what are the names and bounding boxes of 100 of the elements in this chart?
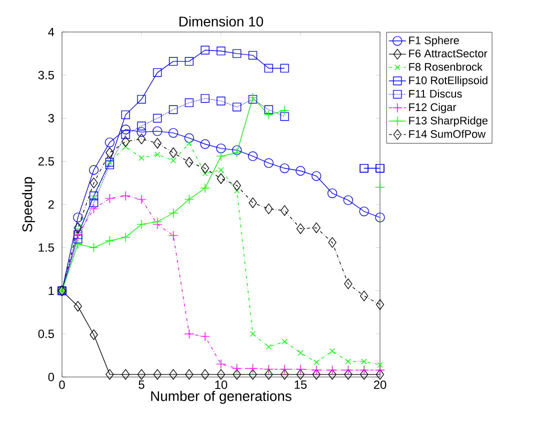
point [184, 98, 194, 108]
point [89, 192, 98, 200]
point [184, 133, 194, 143]
point [280, 369, 289, 380]
point [250, 331, 256, 337]
point [137, 369, 146, 380]
point [121, 130, 130, 139]
y-tick-label: 0.5 [38, 330, 54, 338]
legend-label: F14 SumOfPow [409, 130, 486, 138]
point [344, 369, 352, 380]
point [248, 197, 257, 208]
point [138, 155, 144, 161]
point [312, 171, 322, 181]
y-tick-label: 2.5 [38, 157, 54, 166]
point [375, 182, 385, 192]
point [216, 359, 226, 369]
point [376, 299, 384, 310]
point [201, 369, 210, 380]
point [90, 329, 98, 340]
point [137, 122, 146, 130]
point [200, 183, 210, 193]
point [74, 234, 82, 244]
x-tick-label: 5 [138, 380, 144, 389]
point [168, 56, 178, 66]
point [137, 134, 146, 144]
point [264, 158, 274, 168]
point [153, 369, 162, 380]
legend-label: F13 SharpRidge [409, 116, 488, 127]
point [248, 50, 258, 60]
point [90, 178, 98, 188]
point [74, 300, 82, 312]
point [120, 232, 130, 242]
point [104, 194, 115, 204]
y-tick-label: 2 [48, 200, 54, 209]
point [248, 151, 258, 162]
point [89, 198, 98, 208]
point [232, 102, 242, 112]
point [296, 166, 306, 176]
point [296, 369, 305, 380]
point [169, 369, 178, 380]
point [375, 212, 385, 222]
point [360, 290, 368, 302]
point [74, 222, 82, 234]
y-tick-label: 1.5 [38, 243, 54, 252]
point [312, 369, 320, 380]
point [232, 145, 242, 155]
y-tick-label: 0 [48, 372, 54, 382]
point [136, 220, 146, 230]
point [264, 110, 274, 120]
point [184, 194, 194, 204]
y-tick-label: 4 [48, 28, 54, 36]
point [75, 228, 81, 234]
x-tick-label: 10 [215, 380, 228, 389]
point [266, 344, 272, 350]
point [152, 126, 162, 136]
y-axis-title: Speedup [22, 177, 36, 232]
point [121, 110, 130, 120]
point [232, 180, 241, 191]
point [168, 230, 178, 240]
point [120, 191, 130, 201]
x-tick-label: 0 [59, 380, 65, 389]
point [361, 358, 367, 364]
point [184, 329, 194, 339]
point [137, 94, 146, 104]
point [264, 203, 273, 214]
point [216, 173, 226, 184]
point [327, 365, 338, 375]
point [136, 194, 146, 204]
point [264, 369, 273, 380]
legend-label: F6 AttractSector [409, 50, 488, 58]
x-axis-title: Number of generations [151, 390, 292, 404]
point [216, 369, 226, 380]
point [168, 128, 178, 138]
point [360, 369, 368, 380]
point [312, 222, 320, 234]
point [200, 139, 210, 149]
point [90, 194, 97, 200]
point [359, 206, 369, 216]
legend-label: F1 Sphere [409, 36, 459, 46]
point [329, 348, 336, 354]
point [185, 369, 194, 380]
legend-label: F8 Rosenbrock [409, 62, 483, 71]
point [232, 364, 242, 374]
point [328, 237, 336, 248]
point [298, 350, 304, 356]
point [186, 140, 192, 146]
point [200, 46, 210, 54]
point [216, 144, 226, 154]
point [312, 365, 322, 375]
point [185, 156, 194, 168]
point [375, 365, 385, 375]
point [88, 204, 99, 214]
point [344, 278, 352, 290]
point [216, 46, 226, 56]
point [105, 160, 114, 170]
point [200, 94, 210, 103]
point [216, 151, 226, 162]
point [280, 163, 290, 174]
point [343, 365, 354, 375]
point [201, 162, 210, 174]
